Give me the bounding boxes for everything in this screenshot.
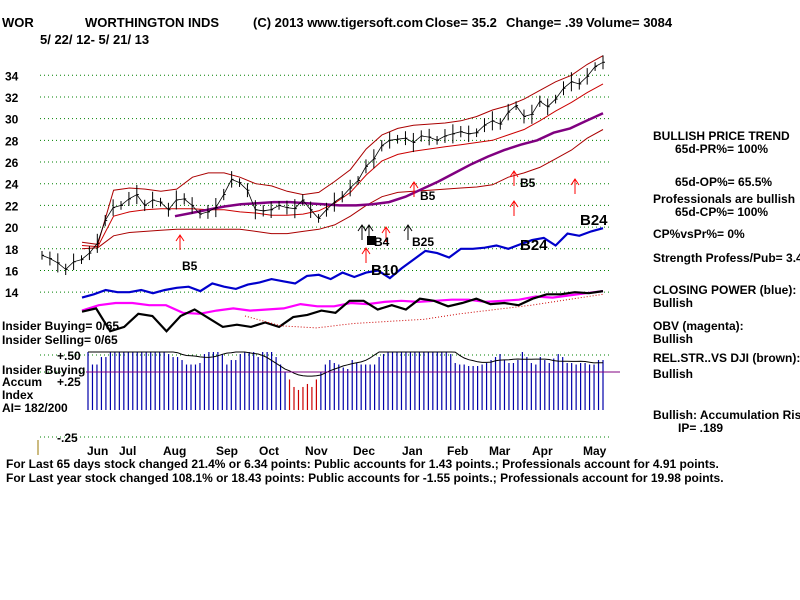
signal-b25: B25	[412, 235, 434, 249]
cp-vs-pr: CP%vsPr%= 0%	[653, 227, 745, 241]
month-label: Feb	[447, 444, 468, 458]
month-label: Aug	[163, 444, 186, 458]
series-dotted-trend	[244, 293, 604, 329]
month-label: Sep	[216, 444, 238, 458]
series-closing-power	[81, 227, 604, 299]
obv-value: Bullish	[653, 332, 693, 346]
professionals-bullish: Professionals are bullish	[653, 192, 795, 206]
index-label: Index	[2, 388, 34, 402]
accum-smooth-line	[88, 351, 603, 377]
signal-arrow-head	[175, 234, 185, 242]
accum-tick-minus25: -.25	[57, 431, 78, 445]
y-tick: 22	[5, 199, 19, 213]
month-label: Jan	[402, 444, 423, 458]
cp-value: 65d-CP%= 100%	[675, 205, 768, 219]
ticker-label: WOR	[2, 15, 34, 30]
pr-value: 65d-PR%= 100%	[675, 142, 768, 156]
signal-arrow-head	[570, 178, 580, 186]
obv-label: OBV (magenta):	[653, 319, 744, 333]
series-upper-band	[81, 55, 604, 245]
month-label: Apr	[532, 444, 553, 458]
signal-b24-mar: B24	[520, 237, 548, 254]
accumulation-histogram	[87, 351, 604, 410]
y-tick: 28	[5, 134, 19, 148]
signal-arrow-head	[364, 224, 374, 232]
signal-arrow-head	[361, 247, 371, 255]
volume-value: Volume= 3084	[586, 15, 673, 30]
relstr-value: Bullish	[653, 367, 693, 381]
signal-b5-jan: B5	[420, 189, 436, 203]
price-line	[41, 61, 604, 270]
y-tick: 24	[5, 178, 19, 192]
month-label: Nov	[305, 444, 328, 458]
closing-power-value: Bullish	[653, 296, 693, 310]
y-tick: 30	[5, 113, 19, 127]
signal-arrow-head	[357, 224, 367, 232]
change-value: Change= .39	[506, 15, 583, 30]
copyright: (C) 2013 www.tigersoft.com	[253, 15, 423, 30]
insider-buying-label: Insider Buying= 0/65	[2, 319, 119, 333]
y-tick: 16	[5, 264, 19, 278]
footer-year: For Last year stock changed 108.1% or 18…	[6, 471, 724, 485]
signal-b4: B4	[374, 235, 390, 249]
op-value: 65d-OP%= 65.5%	[675, 175, 772, 189]
price-bars	[41, 55, 605, 276]
y-tick: 14	[5, 286, 19, 300]
accum-tick-plus50: +.50	[57, 349, 81, 363]
month-label: Dec	[353, 444, 375, 458]
closing-power-label: CLOSING POWER (blue):	[653, 283, 796, 297]
month-label: Mar	[489, 444, 511, 458]
company-name: WORTHINGTON INDS	[85, 15, 219, 30]
month-label: Jun	[87, 444, 108, 458]
month-label: Oct	[259, 444, 279, 458]
accum-label: Accum	[2, 375, 42, 389]
insider-buying-accum-label: Insider Buying	[2, 363, 85, 377]
accum-tick-plus25: +.25	[57, 375, 81, 389]
signal-b10: B10	[371, 262, 399, 279]
close-value: Close= 35.2	[425, 15, 497, 30]
insider-selling-label: Insider Selling= 0/65	[2, 333, 118, 347]
footer-65day: For Last 65 days stock changed 21.4% or …	[6, 457, 719, 471]
side-panel: BULLISH PRICE TREND 65d-PR%= 100% 65d-OP…	[653, 129, 800, 435]
price-axis: 34 32 30 28 26 24 22 20 18 16 14	[5, 69, 19, 300]
signal-arrow-head	[381, 226, 391, 234]
month-label: Jul	[119, 444, 136, 458]
accumulation-rising: Bullish: Accumulation Rising	[653, 408, 800, 422]
ip-value: IP= .189	[678, 421, 723, 435]
y-tick: 20	[5, 221, 19, 235]
signal-box	[367, 236, 376, 245]
series-65-day-moving-average	[174, 112, 604, 218]
series-obv	[81, 290, 604, 315]
signal-arrow-head	[509, 200, 519, 208]
series-middle-red-band	[81, 83, 604, 248]
signal-arrow-head	[509, 170, 519, 178]
date-range: 5/ 22/ 12- 5/ 21/ 13	[40, 32, 149, 47]
strength-ratio: Strength Profess/Pub= 3.44	[653, 251, 800, 265]
ai-label: AI= 182/200	[2, 401, 68, 415]
relstr-label: REL.STR..VS DJI (brown):	[653, 351, 800, 365]
signal-arrows	[175, 170, 580, 263]
y-tick: 26	[5, 156, 19, 170]
signal-arrow-head	[403, 224, 413, 232]
month-axis: Jun Jul Aug Sep Oct Nov Dec Jan Feb Mar …	[87, 444, 607, 458]
y-tick: 32	[5, 91, 19, 105]
signal-arrow-head	[409, 181, 419, 189]
trend-title: BULLISH PRICE TREND	[653, 129, 790, 143]
signal-b24-may: B24	[580, 212, 608, 229]
y-tick: 18	[5, 243, 19, 257]
month-label: May	[583, 444, 607, 458]
signal-b5-aug: B5	[182, 259, 198, 273]
y-tick: 34	[5, 69, 19, 83]
signal-b5-mar: B5	[520, 176, 536, 190]
series-relative-strength-vs-dji	[81, 290, 604, 333]
